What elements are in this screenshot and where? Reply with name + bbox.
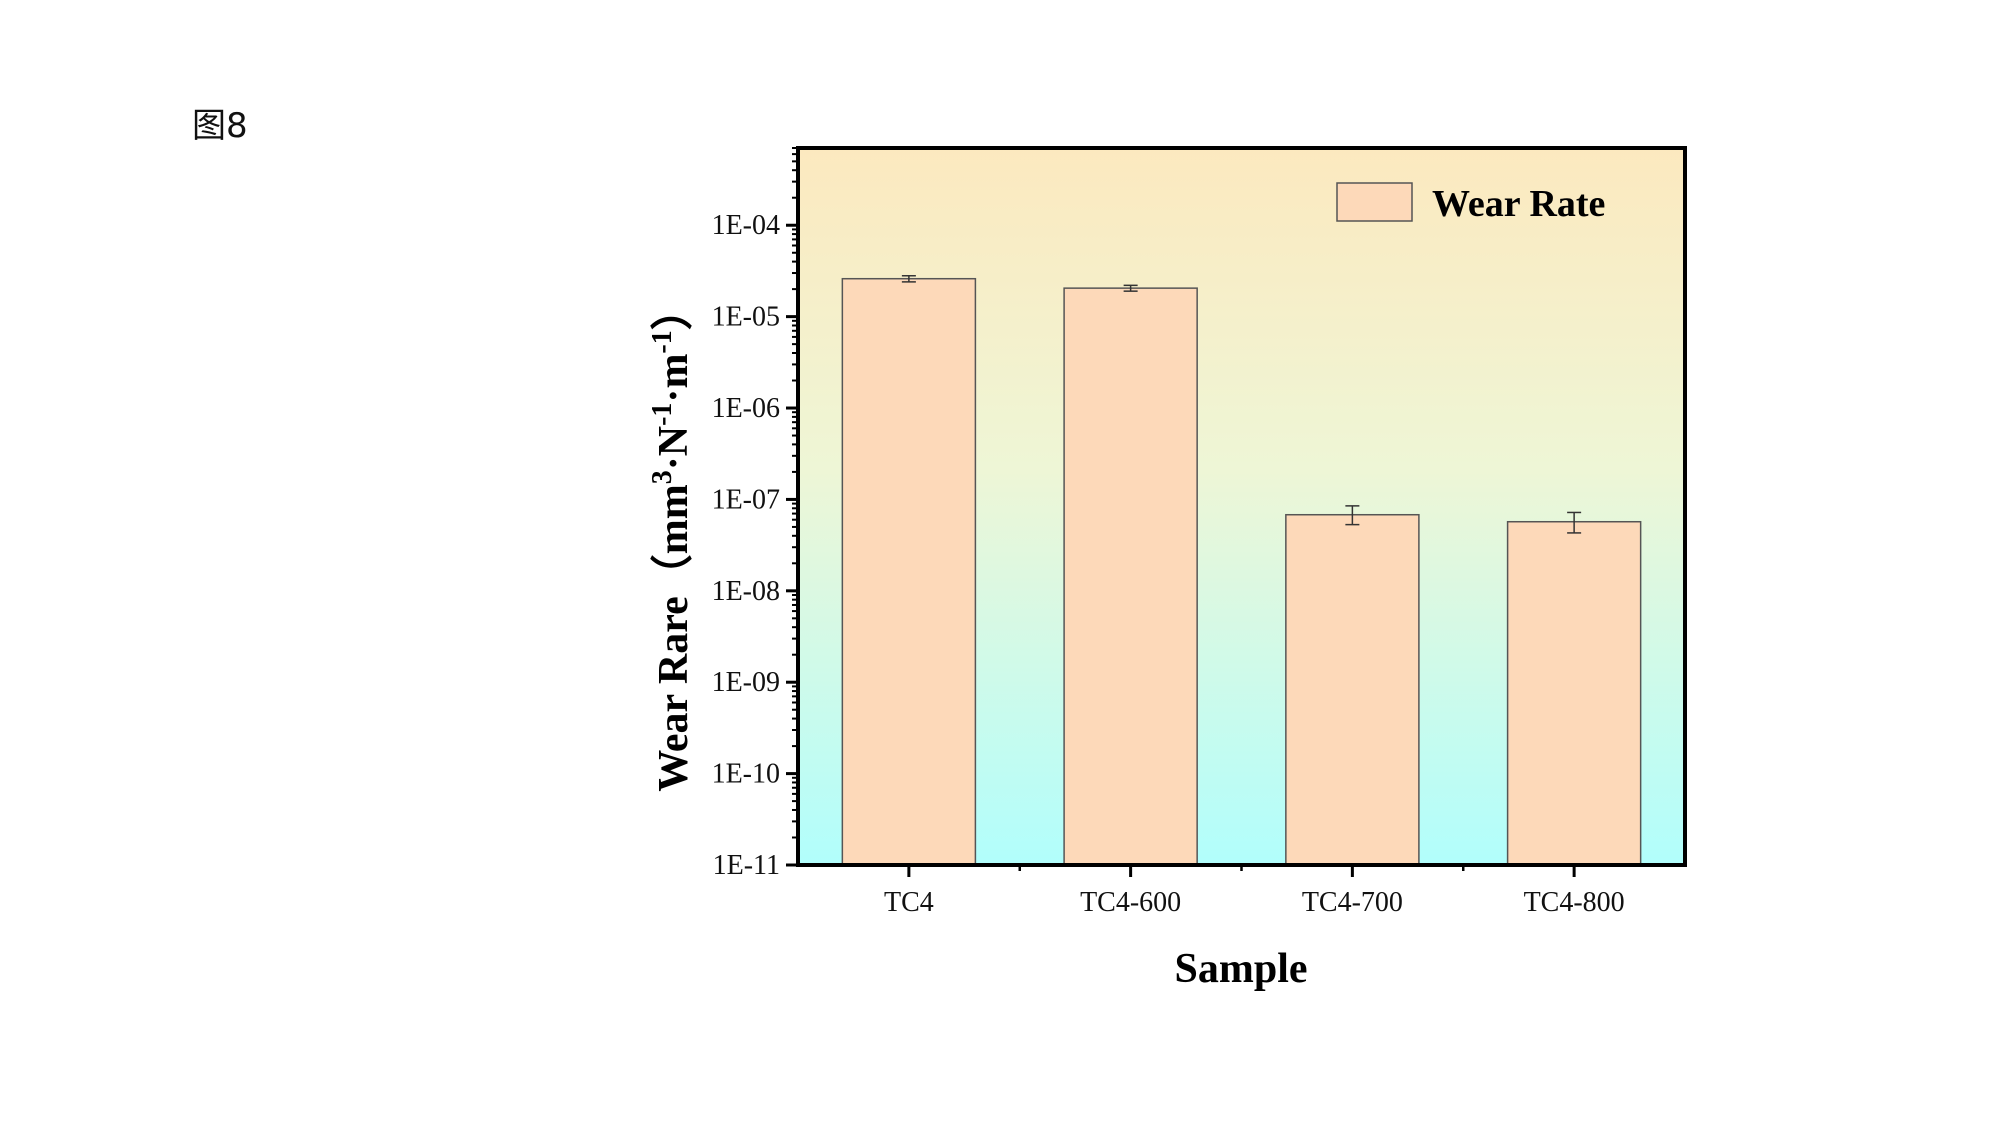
figure-label: 图8 [192, 106, 248, 146]
y-tick-label: 1E-07 [712, 484, 780, 515]
legend-label: Wear Rate [1432, 183, 1605, 225]
x-axis-title: Sample [1174, 946, 1307, 992]
y-axis-title: Wear Rare（mm3·N-1·m-1） [647, 288, 697, 792]
y-tick-label: 1E-06 [712, 393, 780, 424]
bar-tc4-800 [1506, 520, 1642, 866]
bar-tc4 [841, 277, 977, 866]
x-tick-label-tc4: TC4 [884, 887, 934, 918]
x-tick-label-tc4-700: TC4-700 [1302, 887, 1403, 918]
y-tick-label: 1E-09 [712, 667, 780, 698]
x-axis: TC4 TC4-600 TC4-700 TC4-800 [884, 865, 1625, 918]
y-tick-label: 1E-05 [712, 302, 780, 333]
y-tick-label: 1E-04 [712, 210, 780, 241]
bar-tc4-600 [1063, 287, 1198, 866]
y-tick-label: 1E-11 [713, 850, 780, 881]
legend: Wear Rate [1336, 182, 1605, 225]
bar-tc4-700 [1285, 513, 1420, 866]
y-axis: 1E-11 1E-10 1E-09 1E-08 1E-07 1E-06 1E-05 1E-04 [712, 147, 798, 881]
error-bars-group [901, 275, 1582, 534]
y-tick-label: 1E-08 [712, 576, 780, 607]
x-tick-label-tc4-800: TC4-800 [1524, 887, 1625, 918]
legend-swatch [1336, 182, 1413, 222]
x-tick-label-tc4-600: TC4-600 [1080, 887, 1181, 918]
y-tick-label: 1E-10 [712, 759, 780, 790]
